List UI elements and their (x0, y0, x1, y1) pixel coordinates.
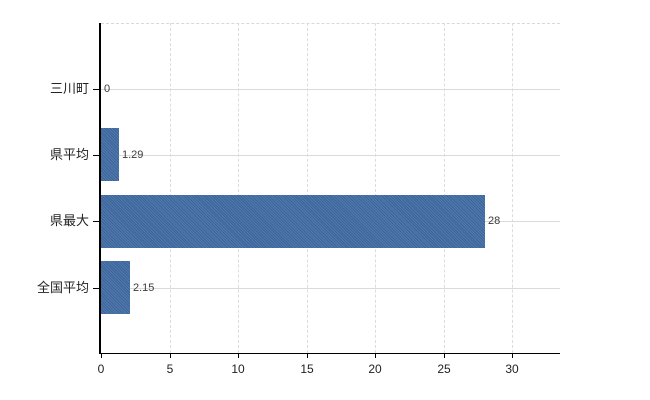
y-axis-tick (93, 221, 99, 222)
x-tick-label: 0 (97, 362, 105, 376)
y-axis-tick (93, 89, 99, 90)
x-axis-line (99, 353, 560, 354)
category-label: 三川町 (49, 81, 89, 96)
y-axis-tick (93, 155, 99, 156)
vertical-gridline (443, 23, 445, 353)
x-tick-label: 15 (300, 362, 314, 376)
x-tick-label: 20 (368, 362, 382, 376)
plot-top-border (101, 23, 560, 24)
horizontal-gridline (101, 288, 560, 289)
bar-全国平均 (101, 261, 130, 314)
y-axis-line (99, 23, 101, 353)
horizontal-gridline (101, 155, 560, 156)
y-axis-tick (93, 288, 99, 289)
horizontal-gridline (101, 89, 560, 90)
bar-県最大 (101, 195, 485, 248)
category-label: 全国平均 (36, 280, 89, 295)
vertical-gridline (238, 23, 239, 353)
bar-県平均 (101, 128, 119, 181)
x-axis-tick (375, 353, 376, 358)
x-axis-tick (170, 353, 171, 358)
value-label: 1.29 (122, 149, 144, 161)
x-axis-tick (238, 353, 239, 358)
vertical-gridline (375, 23, 377, 353)
category-label: 県平均 (49, 147, 89, 162)
vertical-gridline (169, 23, 171, 353)
x-axis-tick (101, 353, 102, 358)
x-axis-tick (307, 353, 308, 358)
value-label: 2.15 (133, 282, 155, 294)
vertical-gridline (512, 23, 514, 353)
value-label: 0 (104, 83, 111, 95)
vertical-gridline (306, 23, 308, 353)
x-tick-label: 5 (166, 362, 174, 376)
category-label: 県最大 (49, 213, 89, 228)
x-axis-tick (512, 353, 513, 358)
x-tick-label: 10 (231, 362, 245, 376)
value-label: 28 (488, 215, 501, 227)
x-axis-tick (444, 353, 445, 358)
x-tick-label: 30 (505, 362, 519, 376)
x-tick-label: 25 (437, 362, 451, 376)
